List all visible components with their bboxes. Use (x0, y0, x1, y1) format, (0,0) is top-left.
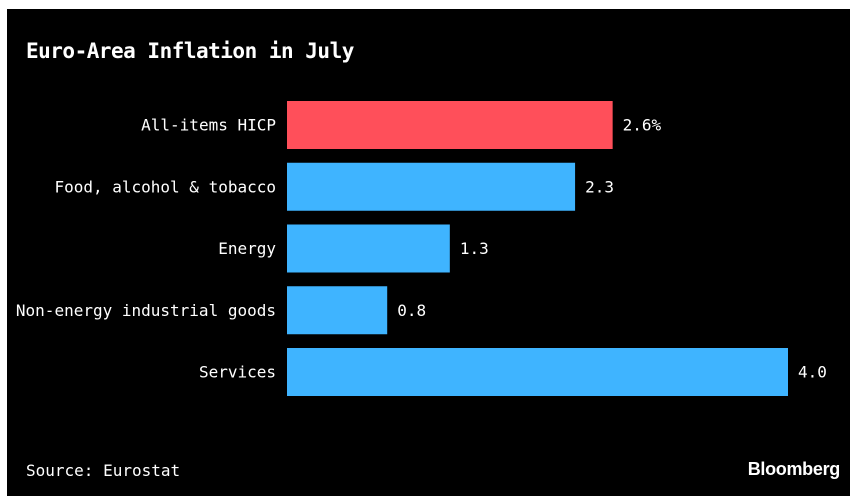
value-label-energy: 1.3 (460, 239, 489, 258)
bar-food-alcohol-tobacco (287, 162, 576, 211)
bar-chart: All-items HICP 2.6% Food, alcohol & tobacc… (16, 101, 827, 396)
category-label-all-items-hicp: All-items HICP (141, 116, 276, 135)
bar-energy (287, 224, 450, 273)
value-label-non-energy-industrial-goods: 0.8 (397, 301, 426, 320)
chart-panel: Euro-Area Inflation in July All-items HI… (7, 9, 850, 496)
category-label-food-alcohol-tobacco: Food, alcohol & tobacco (54, 177, 276, 196)
source-note: Source: Eurostat (26, 461, 181, 480)
chart-title: Euro-Area Inflation in July (26, 39, 354, 63)
category-label-energy: Energy (218, 239, 276, 258)
category-label-services: Services (199, 363, 276, 382)
category-label-non-energy-industrial-goods: Non-energy industrial goods (16, 301, 276, 320)
bar-all-items-hicp (287, 101, 613, 149)
bar-services (287, 348, 788, 396)
bloomberg-logo: Bloomberg (747, 459, 841, 479)
bar-non-energy-industrial-goods (287, 286, 388, 335)
value-label-services: 4.0 (798, 363, 827, 382)
value-label-all-items-hicp: 2.6% (623, 116, 662, 135)
value-label-food-alcohol-tobacco: 2.3 (585, 177, 614, 196)
